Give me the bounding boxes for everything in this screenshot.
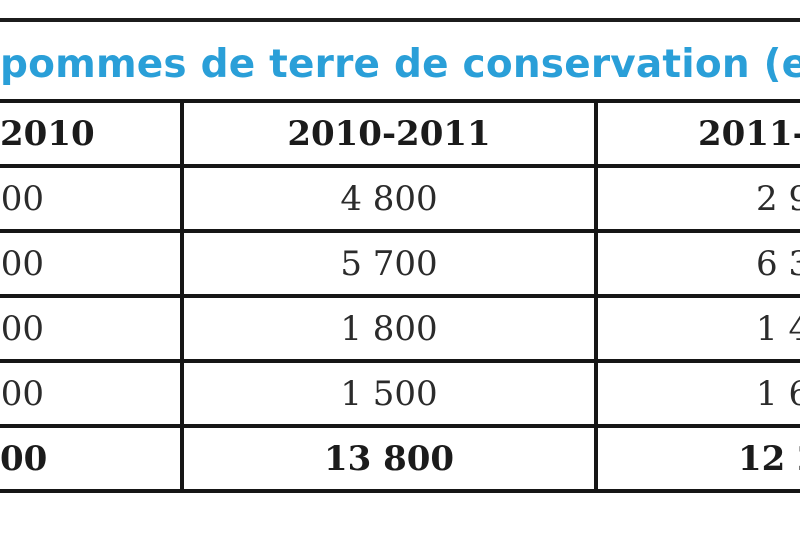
- total-cell: 13 800: [180, 424, 598, 493]
- table-cell: 6 3: [594, 229, 800, 298]
- table-header-row: 2010 2010-2011 2011-: [0, 99, 800, 168]
- table-cell: 1 4: [594, 294, 800, 363]
- table-row: 00 4 800 2 9: [0, 164, 800, 233]
- table-cell: 00: [0, 164, 184, 233]
- table-cell: 2 9: [594, 164, 800, 233]
- table-title-band: pommes de terre de conservation (en: [0, 18, 800, 101]
- total-cell: 12 2: [594, 424, 800, 493]
- header-cell-col3: 2011-: [594, 99, 800, 168]
- table-cell: 00: [0, 294, 184, 363]
- table-cell: 1 800: [180, 294, 598, 363]
- table-total-row: 00 13 800 12 2: [0, 424, 800, 493]
- table-cell: 1 500: [180, 359, 598, 428]
- table-cell: 5 700: [180, 229, 598, 298]
- header-cell-col2: 2010-2011: [180, 99, 598, 168]
- total-cell: 00: [0, 424, 184, 493]
- header-cell-col1: 2010: [0, 99, 184, 168]
- data-table: 2010 2010-2011 2011- 00 4 800 2 9 00 5 7…: [0, 99, 800, 493]
- table-title: pommes de terre de conservation (en: [0, 42, 800, 87]
- table-row: 00 1 800 1 4: [0, 294, 800, 363]
- table-cell: 1 6: [594, 359, 800, 428]
- table-row: 00 1 500 1 6: [0, 359, 800, 428]
- table-cell: 00: [0, 229, 184, 298]
- table-cell: 4 800: [180, 164, 598, 233]
- table-row: 00 5 700 6 3: [0, 229, 800, 298]
- table-cell: 00: [0, 359, 184, 428]
